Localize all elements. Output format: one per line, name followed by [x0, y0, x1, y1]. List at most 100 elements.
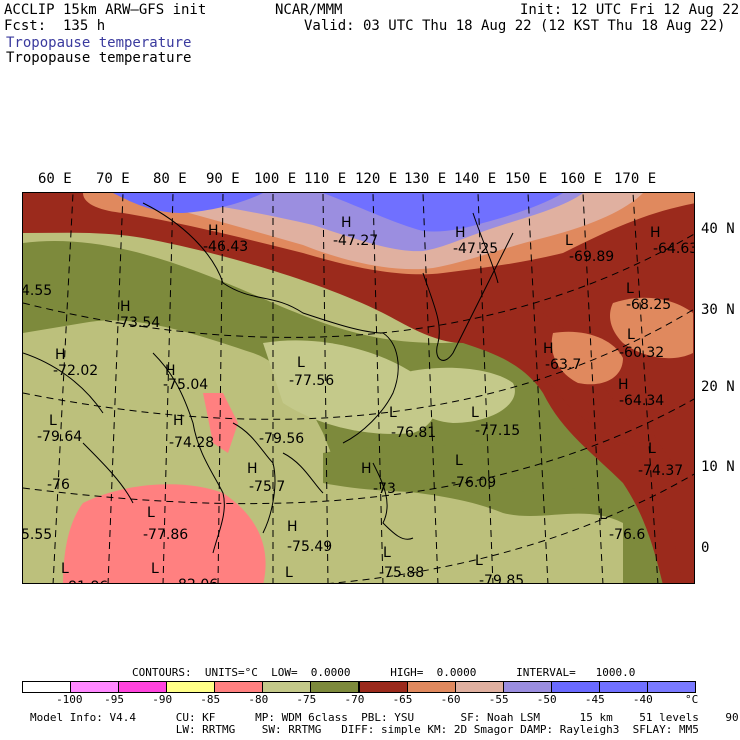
colorbar-swatch	[502, 681, 552, 693]
center-value: -77.15	[475, 423, 520, 439]
colorbar-swatch	[166, 681, 216, 693]
center-value: -76	[47, 477, 70, 493]
center-value: -79.64	[37, 429, 82, 445]
lon-label: 170 E	[614, 171, 657, 187]
lon-label: 160 E	[560, 171, 603, 187]
center-value: -47.25	[453, 241, 498, 257]
init-time: Init: 12 UTC Fri 12 Aug 22	[520, 2, 740, 18]
model-info-line1: Model Info: V4.4 CU: KF MP: WDM 6class P…	[30, 711, 740, 724]
center-value: -79.56	[259, 431, 304, 447]
center-value: 5.55	[23, 527, 52, 543]
lon-label: 150 E	[505, 171, 548, 187]
fill-minus75-patch	[403, 367, 515, 423]
center-mark: H	[208, 223, 219, 239]
colorbar-label: -90	[152, 693, 173, 706]
colorbar-swatch	[310, 681, 360, 693]
center-mark: H	[543, 341, 554, 357]
fill-minus60-east	[610, 297, 693, 359]
center-value: -64.34	[619, 393, 664, 409]
center-value: -73	[373, 481, 396, 497]
center-mark: H	[173, 413, 184, 429]
center-value: -73.54	[115, 315, 160, 331]
center-mark: L	[297, 355, 305, 371]
colorbar-swatch	[550, 681, 600, 693]
colorbar-label: -50	[536, 693, 557, 706]
lon-label: 80 E	[153, 171, 187, 187]
center-mark: H	[120, 299, 131, 315]
center-mark: L	[49, 413, 57, 429]
center-value: -69.89	[569, 249, 614, 265]
field-title-1: Tropopause temperature	[6, 35, 192, 51]
colorbar-swatch	[70, 681, 120, 693]
center-mark: H	[55, 347, 66, 363]
colorbar-swatch	[358, 681, 408, 693]
lon-label: 120 E	[355, 171, 398, 187]
center-value: -79.85	[479, 573, 524, 584]
lat-label: 20 N	[701, 379, 735, 395]
lat-label: 0	[701, 540, 710, 556]
center-mark: L	[147, 505, 155, 521]
fill-minus70-south	[323, 438, 623, 493]
colorbar-label: -75	[296, 693, 317, 706]
center-value: -76.81	[391, 425, 436, 441]
center-value: 4.55	[23, 283, 52, 299]
colorbar-swatch	[118, 681, 168, 693]
center-mark: H	[341, 215, 352, 231]
lon-label: 110 E	[304, 171, 347, 187]
field-title-2: Tropopause temperature	[6, 50, 192, 66]
colorbar-swatch	[406, 681, 456, 693]
colorbar-swatch	[598, 681, 648, 693]
center-mark: H	[650, 225, 661, 241]
center-mark: H	[165, 363, 176, 379]
center-mark: L	[383, 545, 391, 561]
center-value: -76.6	[609, 527, 645, 543]
valid-time: Valid: 03 UTC Thu 18 Aug 22 (12 KST Thu …	[304, 18, 726, 34]
center-mark: H	[361, 461, 372, 477]
lon-label: 100 E	[254, 171, 297, 187]
center-labels: H -46.43 H -47.27 H -47.25 L -69.89 H -6…	[23, 215, 694, 584]
colorbar-label: -95	[104, 693, 125, 706]
center-mark: H	[618, 377, 629, 393]
lat-label: 40 N	[701, 221, 735, 237]
center-mark: L	[389, 405, 397, 421]
colorbar-swatch	[454, 681, 504, 693]
center-value: -68.25	[626, 297, 671, 313]
center-value: -47.27	[333, 233, 378, 249]
center-mark: H	[247, 461, 258, 477]
center-value: -75.49	[287, 539, 332, 555]
lon-label: 140 E	[454, 171, 497, 187]
colorbar-swatch	[646, 681, 696, 693]
fill-minus65	[23, 193, 694, 583]
org-label: NCAR/MMM	[275, 2, 343, 18]
center-value: -75.04	[163, 377, 208, 393]
colorbar-label: °C	[685, 693, 699, 706]
colorbar-label: -70	[344, 693, 365, 706]
lat-label: 10 N	[701, 459, 735, 475]
center-value: -60.32	[619, 345, 664, 361]
colorbar-label: -85	[200, 693, 221, 706]
center-value: -82.06	[173, 577, 218, 584]
center-mark: L	[626, 281, 634, 297]
colorbar-label: -65	[392, 693, 413, 706]
contours-info: CONTOURS: UNITS=°C LOW= 0.0000 HIGH= 0.0…	[132, 666, 636, 679]
center-value: -63.7	[545, 357, 581, 373]
colorbar-swatch	[262, 681, 312, 693]
forecast-hour: Fcst: 135 h	[4, 18, 106, 34]
colorbar-swatch	[22, 681, 72, 693]
coastlines	[23, 202, 514, 554]
colorbar-label: -80	[248, 693, 269, 706]
center-mark: L	[648, 441, 656, 457]
lon-label: 130 E	[404, 171, 447, 187]
lat-label: 30 N	[701, 302, 735, 318]
center-value: -72.02	[53, 363, 98, 379]
tropopause-temperature-map: H -46.43 H -47.27 H -47.25 L -69.89 H -6…	[23, 193, 694, 584]
lon-label: 60 E	[38, 171, 72, 187]
center-mark: L	[599, 507, 607, 523]
center-mark: L	[471, 405, 479, 421]
center-value: -77.86	[143, 527, 188, 543]
center-mark: L	[151, 561, 159, 577]
colorbar-label: -40	[632, 693, 653, 706]
center-value: -81.86	[63, 579, 108, 584]
center-mark: L	[565, 233, 573, 249]
model-title: ACCLIP 15km ARW–GFS init	[4, 2, 207, 18]
